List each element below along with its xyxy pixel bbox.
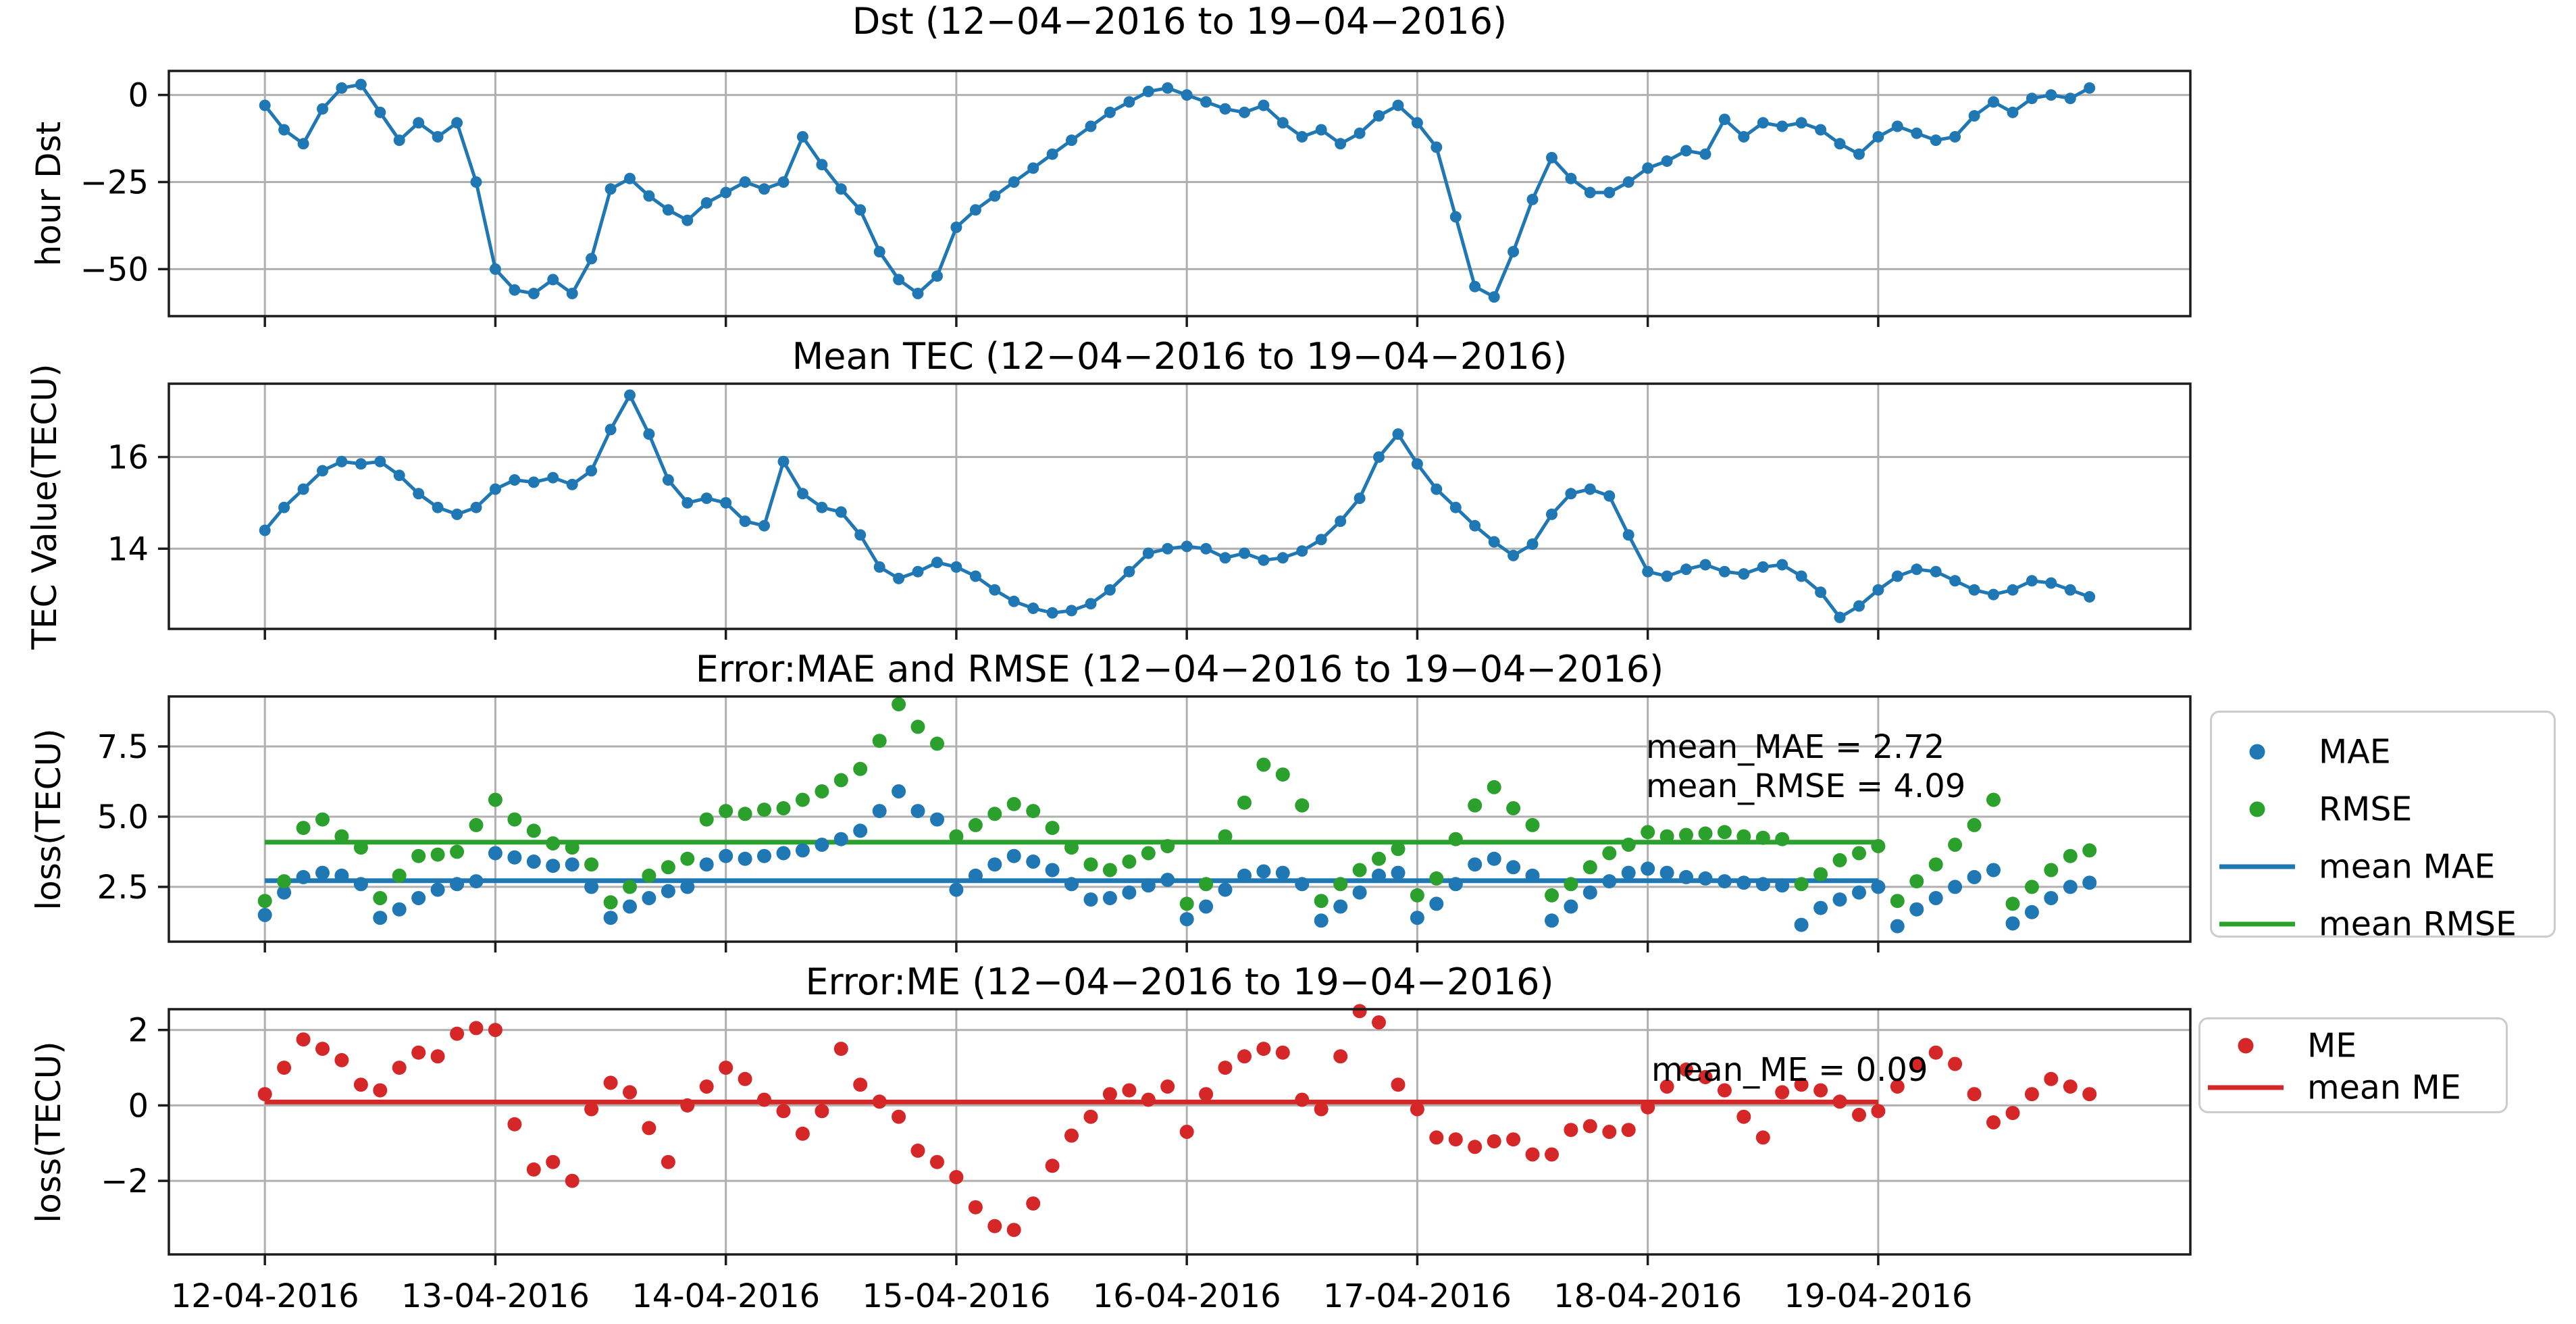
svg-text:18-04-2016: 18-04-2016 xyxy=(1553,1277,1742,1315)
mae-dot-icon xyxy=(2249,744,2265,760)
mean-rmse-line-icon xyxy=(2219,921,2295,927)
svg-text:0: 0 xyxy=(128,77,149,115)
svg-text:17-04-2016: 17-04-2016 xyxy=(1323,1277,1512,1315)
me-panel-title: Error:ME (12−04−2016 to 19−04−2016) xyxy=(805,961,1554,1003)
svg-text:16: 16 xyxy=(107,439,149,477)
legend-entry-me: ME xyxy=(2200,1025,2506,1066)
legend-label-me: ME xyxy=(2307,1026,2357,1065)
legend-entry-mean-rmse: mean RMSE xyxy=(2212,904,2554,944)
svg-text:2: 2 xyxy=(128,1012,149,1050)
legend-label-mean-mae: mean MAE xyxy=(2319,847,2496,886)
svg-text:−2: −2 xyxy=(101,1163,149,1200)
svg-text:13-04-2016: 13-04-2016 xyxy=(401,1277,590,1315)
legend-label-mae: MAE xyxy=(2319,732,2391,771)
svg-text:mean_MAE = 2.72: mean_MAE = 2.72 xyxy=(1646,728,1944,766)
svg-text:16-04-2016: 16-04-2016 xyxy=(1093,1277,1281,1315)
svg-text:7.5: 7.5 xyxy=(97,728,149,766)
me-y-axis-label: loss(TECU) xyxy=(29,1041,68,1223)
svg-text:mean_ME = 0.09: mean_ME = 0.09 xyxy=(1651,1051,1928,1089)
legend-entry-mean-me: mean ME xyxy=(2200,1067,2506,1108)
svg-text:12-04-2016: 12-04-2016 xyxy=(171,1277,359,1315)
legend-label-mean-rmse: mean RMSE xyxy=(2319,905,2517,944)
dst-panel-title: Dst (12−04−2016 to 19−04−2016) xyxy=(852,0,1508,43)
mean-mae-line-icon xyxy=(2219,864,2295,869)
svg-text:14: 14 xyxy=(107,530,149,568)
mean-tec-panel-title: Mean TEC (12−04−2016 to 19−04−2016) xyxy=(792,335,1568,378)
legend-entry-rmse: RMSE xyxy=(2212,789,2554,830)
mae-rmse-panel-title: Error:MAE and RMSE (12−04−2016 to 19−04−… xyxy=(695,648,1664,690)
mean-me-line-icon xyxy=(2208,1085,2284,1090)
svg-text:0: 0 xyxy=(128,1087,149,1125)
rmse-dot-icon xyxy=(2249,801,2265,817)
legend-label-mean-me: mean ME xyxy=(2307,1068,2461,1107)
svg-text:5.0: 5.0 xyxy=(97,798,149,836)
me-dot-icon xyxy=(2238,1038,2254,1054)
mae-rmse-y-axis-label: loss(TECU) xyxy=(29,728,68,911)
svg-text:−25: −25 xyxy=(80,163,149,201)
svg-text:15-04-2016: 15-04-2016 xyxy=(862,1277,1050,1315)
svg-text:14-04-2016: 14-04-2016 xyxy=(632,1277,820,1315)
me-legend: ME mean ME xyxy=(2198,1017,2508,1113)
svg-text:2.5: 2.5 xyxy=(97,869,149,907)
dst-y-axis-label: hour Dst xyxy=(29,121,68,267)
svg-text:−50: −50 xyxy=(80,251,149,288)
mae-rmse-legend: MAE RMSE mean MAE mean RMSE xyxy=(2210,711,2556,944)
mean-tec-y-axis-label: TEC Value(TECU) xyxy=(25,363,64,650)
legend-label-rmse: RMSE xyxy=(2319,790,2413,829)
svg-text:mean_RMSE = 4.09: mean_RMSE = 4.09 xyxy=(1646,767,1965,805)
svg-text:19-04-2016: 19-04-2016 xyxy=(1784,1277,1972,1315)
legend-entry-mae: MAE xyxy=(2212,732,2554,772)
legend-entry-mean-mae: mean MAE xyxy=(2212,846,2554,887)
